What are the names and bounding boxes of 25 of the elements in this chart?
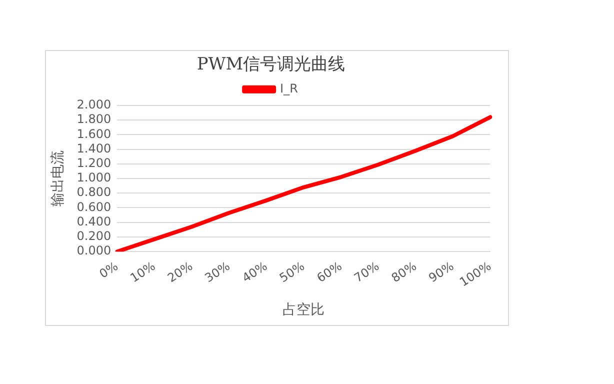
x-axis-title: 占空比 — [282, 302, 325, 318]
y-tick-label: 1.000 — [76, 170, 112, 185]
legend-label: I_R — [280, 82, 298, 96]
x-tick-label: 40% — [240, 259, 270, 286]
y-tick-label: 0.600 — [76, 200, 112, 214]
y-axis-title: 输出电流 — [50, 150, 66, 206]
y-tick-label: 1.800 — [76, 112, 112, 126]
y-tick-label: 0.800 — [76, 185, 112, 200]
y-tick-label: 0.200 — [76, 229, 112, 244]
x-tick-label: 0% — [96, 259, 120, 282]
x-tick-label: 10% — [128, 259, 158, 286]
y-tick-label: 2.000 — [76, 98, 112, 112]
x-tick-label: 20% — [165, 259, 196, 286]
x-tick-label: 70% — [352, 259, 382, 286]
y-tick-label: 0.000 — [76, 244, 112, 258]
x-tick-label: 90% — [426, 259, 456, 286]
y-tick-label: 1.400 — [76, 141, 112, 156]
x-tick-label: 80% — [388, 259, 419, 286]
x-tick-label: 50% — [276, 259, 307, 286]
y-tick-label: 0.400 — [76, 214, 112, 228]
y-tick-label: 1.600 — [76, 126, 112, 141]
x-tick-label: 30% — [202, 259, 232, 286]
chart-title: PWM信号调光曲线 — [196, 54, 346, 75]
x-tick-label: 60% — [314, 259, 344, 286]
y-tick-label: 1.200 — [76, 156, 112, 170]
